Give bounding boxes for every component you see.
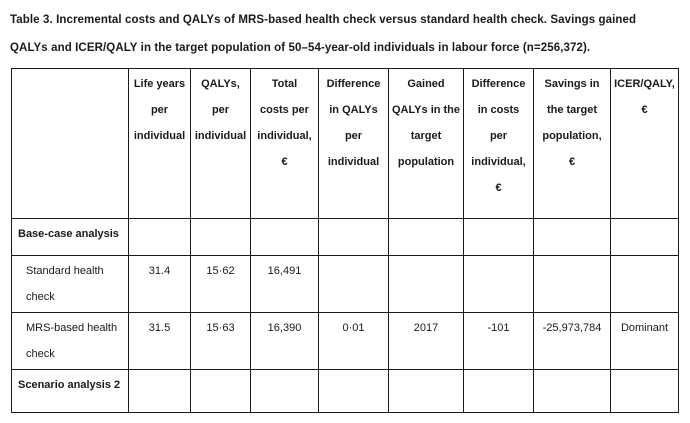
cell <box>128 369 191 413</box>
results-table: Life years per individual QALYs, per ind… <box>11 68 679 413</box>
cell-life-years: 31.4 <box>128 255 191 313</box>
cell-difference-qalys: 0·01 <box>318 312 389 370</box>
page: Table 3. Incremental costs and QALYs of … <box>0 6 690 423</box>
cell <box>388 369 464 413</box>
cell <box>318 369 389 413</box>
col-header-qalys-per-individual: QALYs, per individual <box>190 68 251 219</box>
cell <box>250 218 319 256</box>
cell <box>128 218 191 256</box>
cell <box>610 369 679 413</box>
cell-total-costs: 16,491 <box>250 255 319 313</box>
cell <box>533 218 611 256</box>
cell-icer <box>610 255 679 313</box>
col-header-difference-in-qalys: Difference in QALYs per individual <box>318 68 389 219</box>
row-label-base-case-analysis: Base-case analysis <box>11 218 129 256</box>
col-header-gained-qalys-target-population: Gained QALYs in the target population <box>388 68 464 219</box>
cell <box>190 369 251 413</box>
table-row-scenario-analysis-2: Scenario analysis 2 <box>11 369 679 413</box>
cell-qalys: 15·62 <box>190 255 251 313</box>
cell-savings: -25,973,784 <box>533 312 611 370</box>
cell-savings <box>533 255 611 313</box>
cell-life-years: 31.5 <box>128 312 191 370</box>
cell <box>250 369 319 413</box>
row-label-standard-health-check: Standard health check <box>11 255 129 313</box>
row-label-scenario-analysis-2: Scenario analysis 2 <box>11 369 129 413</box>
col-header-savings-target-population: Savings in the target population, € <box>533 68 611 219</box>
table-row-mrs-based-health-check: MRS-based health check 31.5 15·63 16,390… <box>11 312 679 370</box>
cell-gained-qalys <box>388 255 464 313</box>
table-header-row: Life years per individual QALYs, per ind… <box>11 68 679 219</box>
col-header-empty <box>11 68 129 219</box>
col-header-difference-in-costs: Difference in costs per individual, € <box>463 68 534 219</box>
cell-total-costs: 16,390 <box>250 312 319 370</box>
table-row-standard-health-check: Standard health check 31.4 15·62 16,491 <box>11 255 679 313</box>
cell <box>190 218 251 256</box>
cell-gained-qalys: 2017 <box>388 312 464 370</box>
cell-icer: Dominant <box>610 312 679 370</box>
col-header-life-years-per-individual: Life years per individual <box>128 68 191 219</box>
cell <box>533 369 611 413</box>
cell <box>610 218 679 256</box>
cell-difference-qalys <box>318 255 389 313</box>
cell-difference-costs <box>463 255 534 313</box>
col-header-total-costs-per-individual: Total costs per individual, € <box>250 68 319 219</box>
cell <box>463 218 534 256</box>
cell <box>463 369 534 413</box>
table-caption: Table 3. Incremental costs and QALYs of … <box>10 14 637 54</box>
col-header-icer-per-qaly: ICER/QALY, € <box>610 68 679 219</box>
cell <box>388 218 464 256</box>
cell <box>318 218 389 256</box>
cell-qalys: 15·63 <box>190 312 251 370</box>
table-row-base-case-analysis: Base-case analysis <box>11 218 679 256</box>
row-label-mrs-based-health-check: MRS-based health check <box>11 312 129 370</box>
cell-difference-costs: -101 <box>463 312 534 370</box>
